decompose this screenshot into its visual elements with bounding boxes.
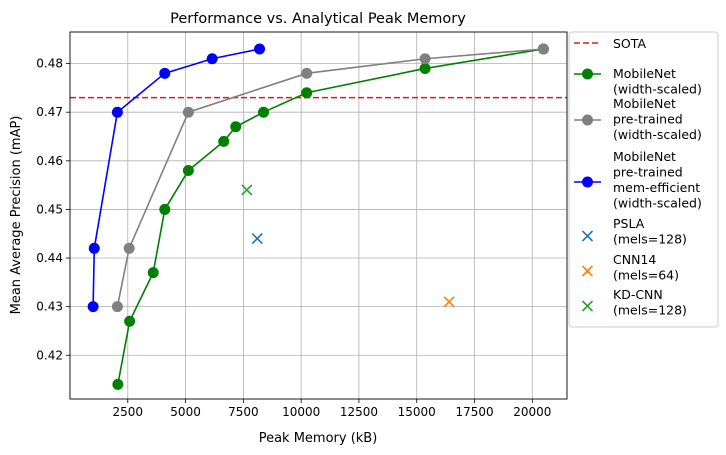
y-axis-label: Mean Average Precision (mAP): [9, 116, 24, 315]
model-point-1: [443, 296, 455, 308]
series-2-point-3: [159, 67, 171, 79]
x-tick-label-6: 17500: [455, 405, 493, 419]
series-line-1: [116, 48, 544, 307]
y-tick-label-0: 0.42: [36, 348, 63, 362]
legend-box: [568, 31, 719, 328]
series-line-2: [92, 48, 260, 307]
series-line-0: [117, 48, 544, 385]
legend-label-series-1: MobileNet pre-trained (width-scaled): [613, 96, 702, 142]
x-tick-label-1: 5000: [170, 405, 201, 419]
model-point-0: [251, 233, 263, 245]
axes-frame: [69, 31, 568, 400]
legend-marker-point-1: [581, 265, 594, 277]
series-1-point-5: [537, 43, 549, 55]
x-tick-label-3: 10000: [282, 405, 320, 419]
legend-marker-point-0-stroke-b: [581, 230, 594, 242]
y-tick-label-1: 0.43: [36, 300, 63, 314]
legend-marker-point-2-stroke-b: [581, 300, 594, 312]
series-0-point-6: [230, 121, 242, 133]
x-tick-label-4: 12500: [340, 405, 378, 419]
series-1-point-3: [301, 67, 313, 79]
series-0-point-0: [112, 378, 124, 390]
legend-label-series-0: MobileNet (width-scaled): [613, 66, 702, 97]
legend-marker-point-2: [581, 300, 594, 312]
series-0-point-2: [147, 267, 159, 279]
series-1-point-4: [419, 53, 431, 65]
series-0-point-9: [419, 62, 431, 74]
chart-title: Performance vs. Analytical Peak Memory: [170, 11, 466, 27]
model-point-1-stroke-b: [443, 296, 455, 308]
model-point-2: [241, 184, 253, 196]
y-tick-label-3: 0.45: [36, 202, 63, 216]
series-1-point-2: [182, 106, 194, 118]
x-tick-label-2: 7500: [228, 405, 259, 419]
series-0-point-5: [218, 135, 230, 147]
series-1-point-1: [123, 242, 135, 254]
series-2-point-0: [87, 301, 99, 313]
legend-label-point-1: CNN14 (mels=64): [613, 252, 679, 283]
y-tick-label-2: 0.44: [36, 251, 63, 265]
series-1-point-0: [111, 301, 123, 313]
series-0-point-3: [159, 203, 171, 215]
legend-marker-series-2: [582, 176, 593, 188]
legend-marker-point-1-stroke-b: [581, 265, 594, 277]
x-tick-label-7: 20000: [513, 405, 551, 419]
legend-label-point-0: PSLA (mels=128): [613, 216, 687, 247]
model-point-2-stroke-b: [241, 184, 253, 196]
series-0-point-4: [182, 165, 194, 177]
series-2-point-5: [254, 43, 266, 55]
model-point-0-stroke-b: [251, 233, 263, 245]
legend-marker-point-0: [581, 230, 594, 242]
series-2-point-1: [88, 242, 100, 254]
series-0-point-1: [124, 315, 136, 327]
series-2-point-2: [111, 106, 123, 118]
plot-area: 2500 5000 7500 10000 12500 15000 17500 20000 0.4…: [36, 31, 568, 419]
y-tick-label-6: 0.48: [36, 57, 63, 71]
legend-label-point-2: KD-CNN (mels=128): [613, 287, 687, 318]
series-0-point-8: [301, 87, 313, 99]
legend-marker-series-1: [582, 114, 593, 126]
y-tick-label-5: 0.47: [36, 105, 63, 119]
x-tick-label-5: 15000: [398, 405, 436, 419]
legend-label-sota: SOTA: [613, 36, 646, 51]
x-tick-label-0: 2500: [113, 405, 144, 419]
legend-label-series-2: MobileNet pre-trained mem-efficient (width-…: [613, 149, 702, 211]
x-axis-label: Peak Memory (kB): [259, 431, 378, 446]
legend-marker-series-0: [582, 68, 593, 80]
series-0-point-7: [257, 106, 269, 118]
y-tick-label-4: 0.46: [36, 154, 63, 168]
series-2-point-4: [206, 53, 218, 65]
